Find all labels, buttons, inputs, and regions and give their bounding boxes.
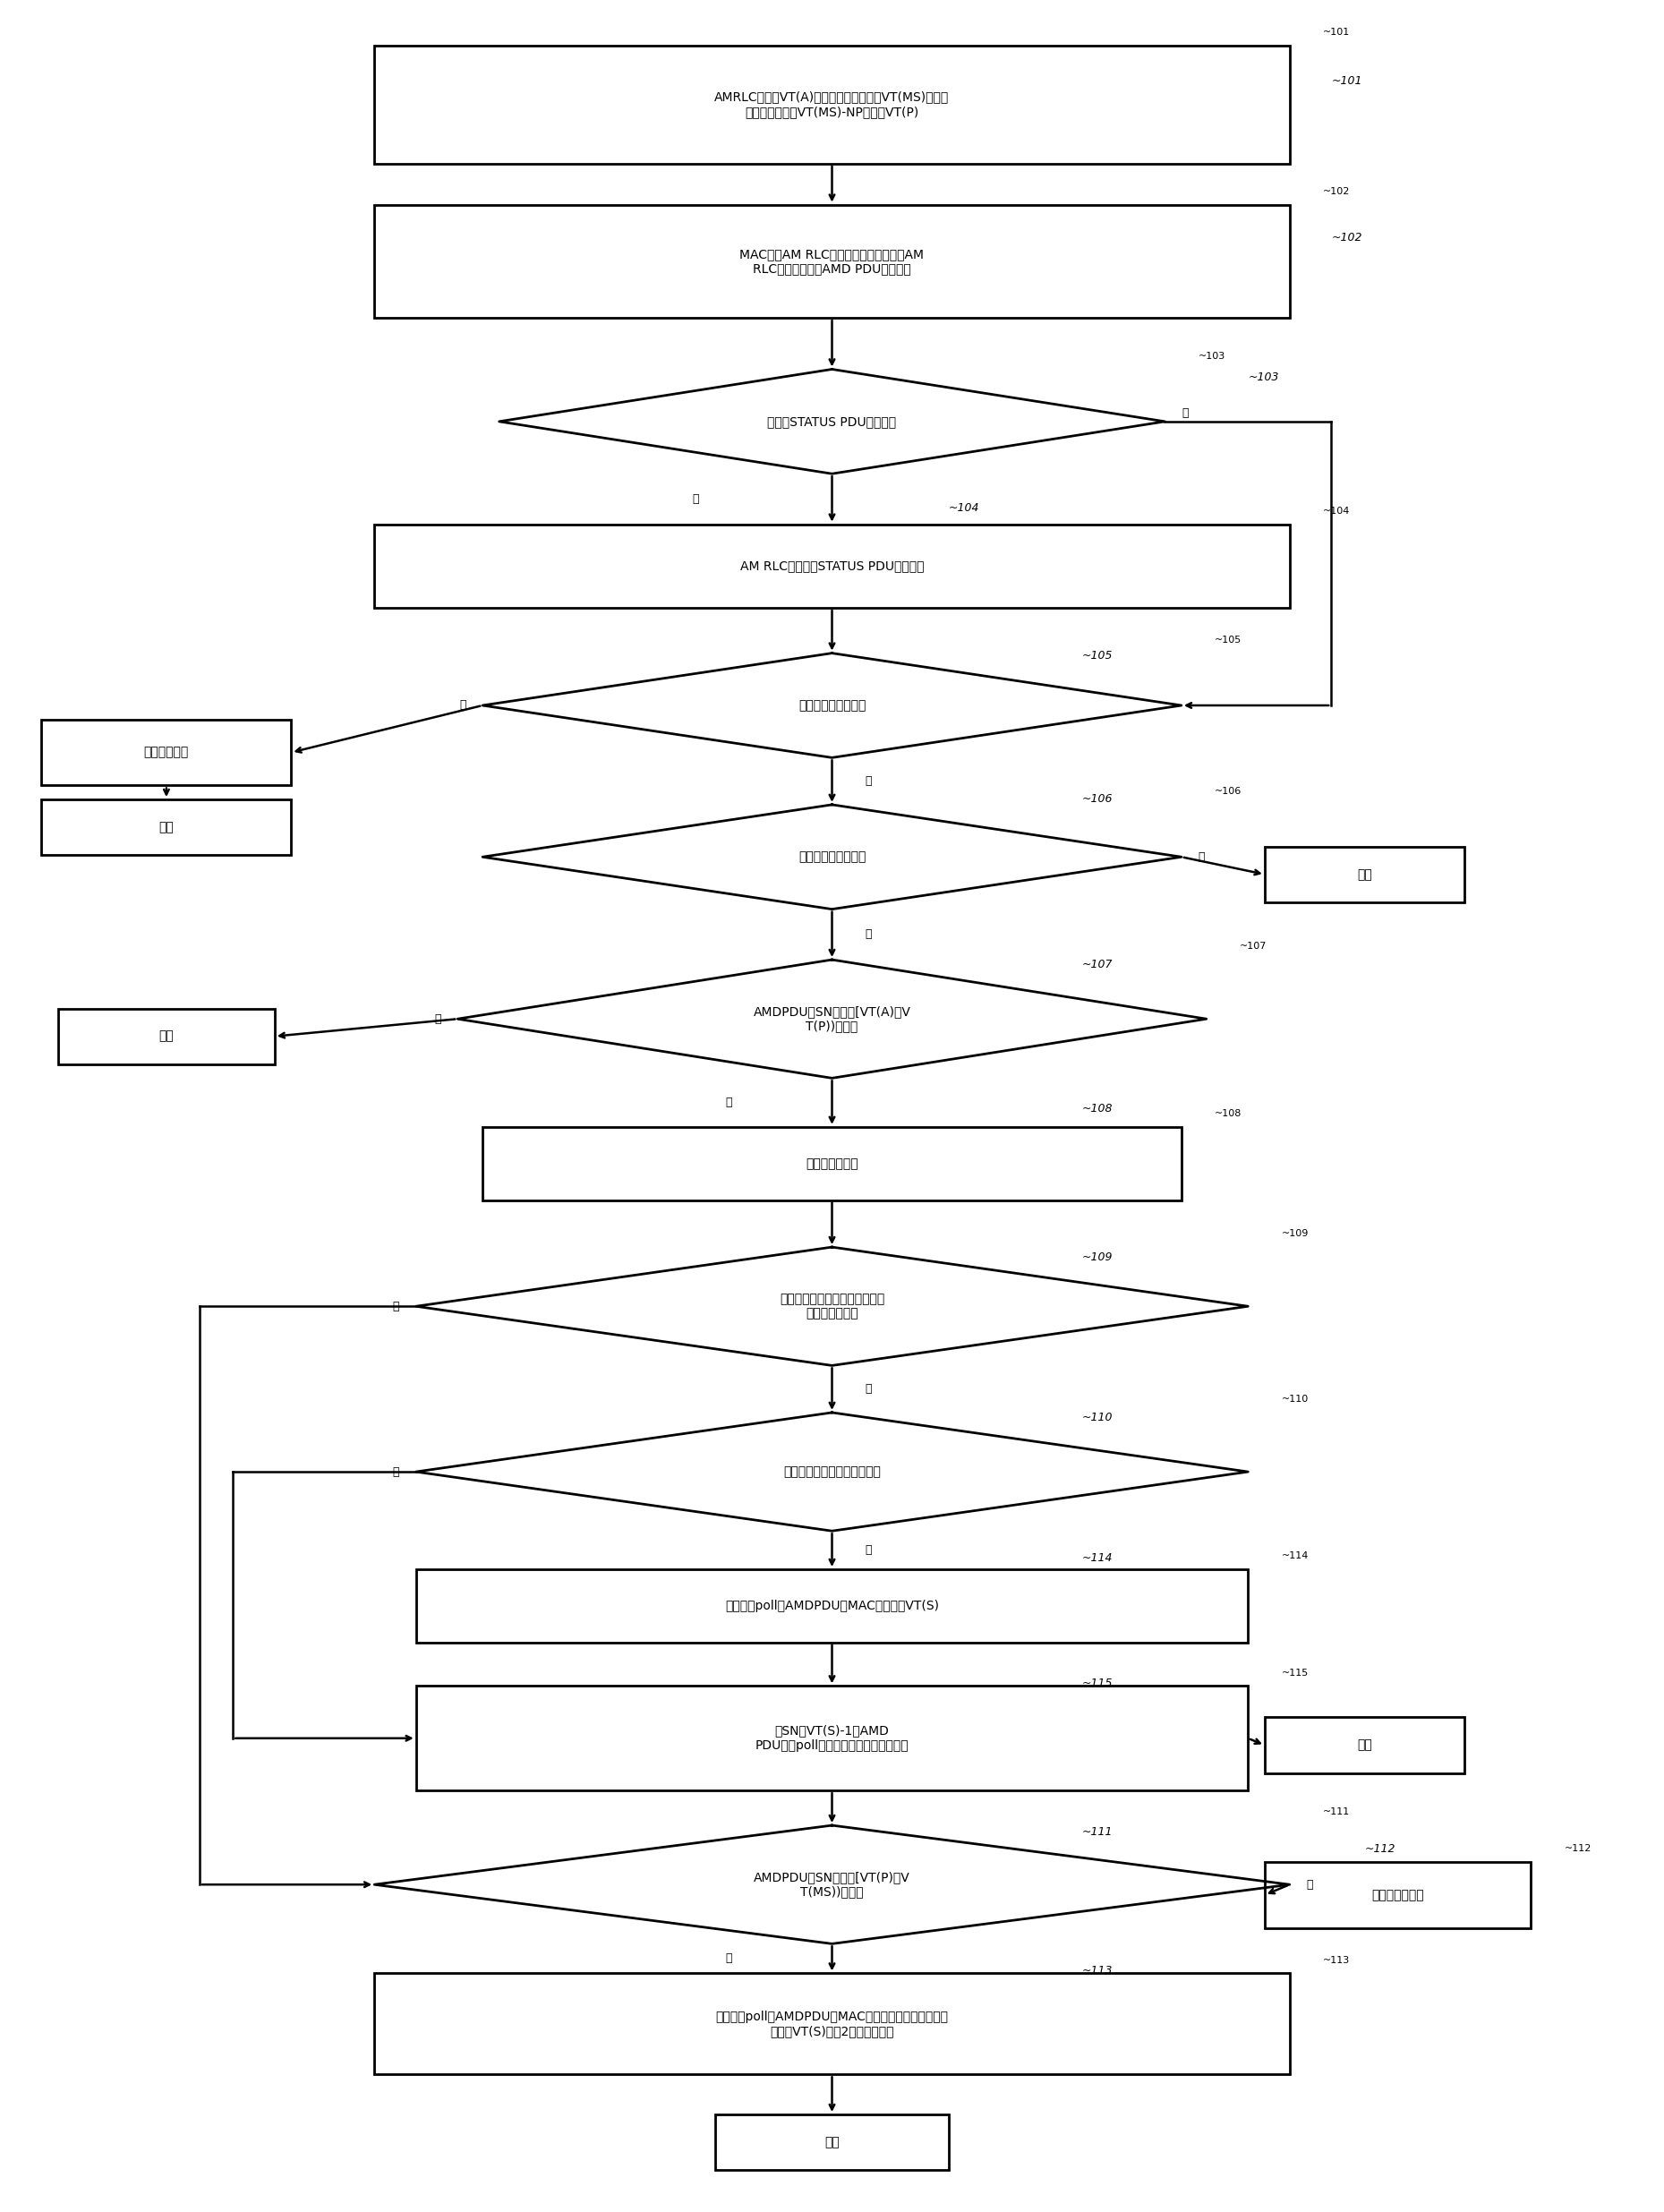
FancyBboxPatch shape xyxy=(416,1568,1248,1644)
Text: 发送不含poll的AMDPDU到MAC层，更新VT(S): 发送不含poll的AMDPDU到MAC层，更新VT(S) xyxy=(726,1599,938,1613)
Text: ~105: ~105 xyxy=(1082,650,1113,661)
Text: ~109: ~109 xyxy=(1281,1230,1308,1239)
Text: 发送包含poll的AMDPDU到MAC层，启动轮询重发定时器
，更新VT(S)，对2个计数器清空: 发送包含poll的AMDPDU到MAC层，启动轮询重发定时器 ，更新VT(S)，… xyxy=(716,2011,948,2037)
Text: ~113: ~113 xyxy=(1082,1964,1113,1978)
Text: ~107: ~107 xyxy=(1240,942,1266,951)
Text: ~115: ~115 xyxy=(1082,1679,1113,1690)
FancyBboxPatch shape xyxy=(416,1686,1248,1790)
Text: ~104: ~104 xyxy=(1323,507,1350,515)
FancyBboxPatch shape xyxy=(42,719,291,785)
Text: 结束: 结束 xyxy=(1356,867,1373,880)
Text: ~114: ~114 xyxy=(1082,1553,1113,1564)
Text: ~108: ~108 xyxy=(1082,1104,1113,1115)
Text: ~101: ~101 xyxy=(1331,75,1363,86)
Text: ~102: ~102 xyxy=(1323,188,1350,197)
Text: ~114: ~114 xyxy=(1281,1551,1308,1562)
Text: 将SN为VT(S)-1的AMD
PDU携带poll，并放入重传队列等待重发: 将SN为VT(S)-1的AMD PDU携带poll，并放入重传队列等待重发 xyxy=(755,1725,909,1752)
Text: AM RLC实体组建STATUS PDU进行发送: AM RLC实体组建STATUS PDU进行发送 xyxy=(740,560,924,573)
Text: 发送缓冲区是否为空: 发送缓冲区是否为空 xyxy=(799,852,865,863)
Text: 发送缓存和重发缓存是否为空: 发送缓存和重发缓存是否为空 xyxy=(784,1467,880,1478)
Text: 执行重发步骤: 执行重发步骤 xyxy=(143,745,190,759)
Text: 是: 是 xyxy=(692,493,699,504)
FancyBboxPatch shape xyxy=(1265,847,1464,902)
Text: ~113: ~113 xyxy=(1323,1955,1350,1964)
FancyBboxPatch shape xyxy=(58,1009,275,1064)
Text: 否: 否 xyxy=(459,699,466,712)
FancyBboxPatch shape xyxy=(716,2115,948,2170)
Text: 重传缓冲区是否为空: 重传缓冲区是否为空 xyxy=(799,699,865,712)
Text: 否: 否 xyxy=(1306,1878,1313,1891)
Text: 是: 是 xyxy=(726,1953,732,1964)
Text: ~110: ~110 xyxy=(1281,1396,1308,1405)
FancyBboxPatch shape xyxy=(374,206,1290,319)
Text: AMDPDU的SN是否在[VT(A)，V
T(P))范围内: AMDPDU的SN是否在[VT(A)，V T(P))范围内 xyxy=(754,1006,910,1033)
Text: 是: 是 xyxy=(1198,852,1205,863)
Text: ~115: ~115 xyxy=(1281,1668,1308,1677)
Text: ~110: ~110 xyxy=(1082,1411,1113,1422)
Text: ~112: ~112 xyxy=(1364,1843,1396,1856)
Text: ~112: ~112 xyxy=(1564,1845,1591,1854)
Text: ~111: ~111 xyxy=(1323,1807,1350,1816)
Text: 否: 否 xyxy=(865,1544,872,1555)
Text: ~106: ~106 xyxy=(1082,794,1113,805)
Text: 否: 否 xyxy=(434,1013,441,1024)
FancyBboxPatch shape xyxy=(483,1126,1181,1201)
Text: MAC回调AM RLC实体的组包函数，通知AM
RLC实体可发送的AMD PDU的总大小: MAC回调AM RLC实体的组包函数，通知AM RLC实体可发送的AMD PDU… xyxy=(740,248,924,274)
Text: ~107: ~107 xyxy=(1082,958,1113,971)
Text: 是: 是 xyxy=(393,1467,399,1478)
Text: 更新两个计数器: 更新两个计数器 xyxy=(805,1157,859,1170)
FancyBboxPatch shape xyxy=(1265,1863,1531,1929)
Text: ~111: ~111 xyxy=(1082,1825,1113,1838)
Text: AMRLC实体以VT(A)作为发送窗的窗底，VT(MS)作为发
送窗的窗顶，将VT(MS)-NP赋值给VT(P): AMRLC实体以VT(A)作为发送窗的窗底，VT(MS)作为发 送窗的窗顶，将V… xyxy=(714,91,950,117)
Text: ~104: ~104 xyxy=(948,502,980,513)
Text: 否: 否 xyxy=(865,1382,872,1396)
Text: ~103: ~103 xyxy=(1248,372,1280,383)
FancyBboxPatch shape xyxy=(374,1973,1290,2075)
Text: ~108: ~108 xyxy=(1215,1108,1241,1119)
Text: 结束: 结束 xyxy=(158,1031,175,1042)
FancyBboxPatch shape xyxy=(374,44,1290,164)
FancyBboxPatch shape xyxy=(374,524,1290,608)
Text: 是: 是 xyxy=(726,1097,732,1108)
Text: ~105: ~105 xyxy=(1215,635,1241,644)
Text: ~101: ~101 xyxy=(1323,27,1350,38)
Text: 是: 是 xyxy=(865,776,872,787)
Text: ~109: ~109 xyxy=(1082,1252,1113,1263)
Text: 否: 否 xyxy=(1181,407,1188,418)
Text: 发起重建，结束: 发起重建，结束 xyxy=(1371,1889,1424,1902)
Text: 是: 是 xyxy=(393,1301,399,1312)
FancyBboxPatch shape xyxy=(42,799,291,856)
Text: 否: 否 xyxy=(865,929,872,940)
Text: 结束: 结束 xyxy=(824,2137,840,2148)
Text: AMDPDU的SN是否在[VT(P)，V
T(MS))范围内: AMDPDU的SN是否在[VT(P)，V T(MS))范围内 xyxy=(754,1871,910,1898)
Text: 是否有STATUS PDU需要发送: 是否有STATUS PDU需要发送 xyxy=(767,416,897,427)
Text: 结束: 结束 xyxy=(1356,1739,1373,1752)
Text: ~106: ~106 xyxy=(1215,787,1241,796)
Text: 结束: 结束 xyxy=(158,821,175,834)
Text: ~103: ~103 xyxy=(1198,352,1225,361)
Text: 两个计数器其中之一的计数值是
否大于计数门限: 两个计数器其中之一的计数值是 否大于计数门限 xyxy=(779,1292,885,1321)
FancyBboxPatch shape xyxy=(1265,1717,1464,1774)
Text: ~102: ~102 xyxy=(1331,232,1363,243)
